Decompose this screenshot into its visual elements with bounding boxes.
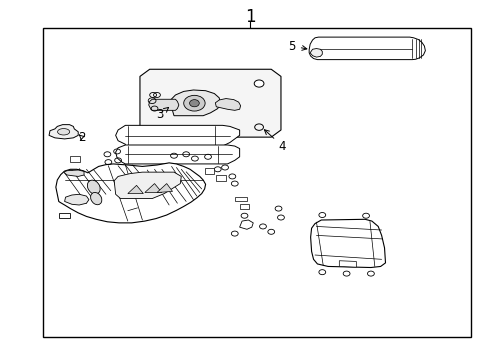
Polygon shape — [170, 90, 220, 116]
Ellipse shape — [58, 129, 70, 135]
Polygon shape — [56, 163, 205, 223]
Polygon shape — [204, 168, 214, 174]
Polygon shape — [239, 204, 249, 208]
Polygon shape — [127, 185, 143, 194]
Polygon shape — [215, 99, 240, 111]
Bar — [42, 28, 469, 337]
Polygon shape — [116, 145, 239, 164]
Circle shape — [183, 95, 204, 111]
Polygon shape — [157, 184, 172, 193]
Polygon shape — [64, 194, 89, 205]
Polygon shape — [310, 219, 385, 267]
Polygon shape — [216, 175, 225, 181]
Text: 2: 2 — [78, 131, 85, 144]
Polygon shape — [144, 184, 162, 193]
Text: 4: 4 — [264, 130, 285, 153]
Polygon shape — [59, 213, 70, 217]
Polygon shape — [239, 220, 253, 229]
Polygon shape — [116, 125, 239, 146]
Polygon shape — [339, 261, 356, 267]
Polygon shape — [63, 170, 84, 176]
Polygon shape — [49, 125, 78, 139]
Polygon shape — [309, 49, 322, 57]
Polygon shape — [234, 197, 246, 202]
Text: 3: 3 — [155, 107, 168, 121]
Polygon shape — [114, 172, 181, 199]
Polygon shape — [148, 99, 179, 111]
Polygon shape — [308, 37, 425, 60]
Ellipse shape — [90, 193, 102, 205]
Circle shape — [189, 100, 199, 107]
Polygon shape — [70, 157, 80, 162]
Text: 1: 1 — [244, 8, 255, 26]
Circle shape — [254, 80, 264, 87]
Ellipse shape — [87, 180, 100, 194]
Text: 5: 5 — [288, 40, 306, 53]
Polygon shape — [140, 69, 281, 137]
